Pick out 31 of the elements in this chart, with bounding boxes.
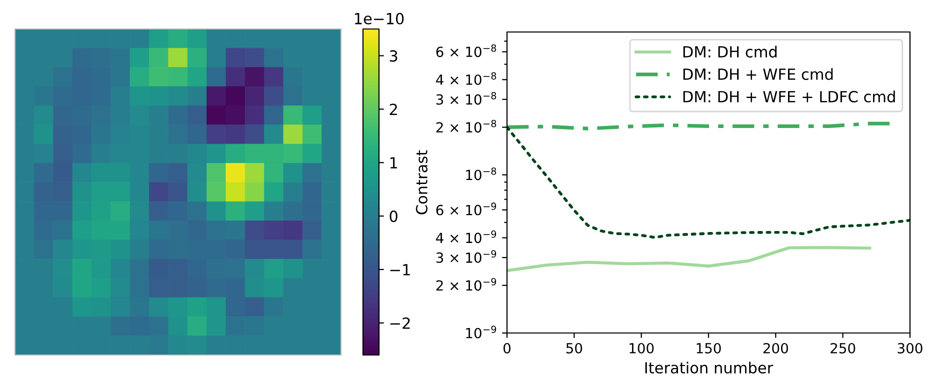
y-axis-title: Contrast [416, 150, 428, 214]
y-tick-label: 6 × 10$^{−9}$ [436, 202, 496, 216]
text: 1e−10 [354, 12, 404, 24]
y-tick-label: 3 × 10$^{−9}$ [436, 250, 496, 263]
x-tick-label: 150 [696, 342, 721, 354]
y-tick-label: 10$^{−9}$ [466, 326, 496, 338]
y-tick-label: 2 × 10$^{−9}$ [436, 278, 496, 291]
y-tick-label: 4 × 10$^{−9}$ [436, 230, 496, 244]
x-tick-label: 200 [763, 342, 788, 354]
y-tick-label: 2 × 10$^{−8}$ [436, 120, 496, 133]
color-bar-label: 1 [390, 157, 398, 168]
color-bar-label: 0 [390, 210, 398, 222]
x-axis-title: Iteration number [645, 362, 774, 374]
y-tick-label: 6 × 10$^{−8}$ [436, 44, 496, 58]
x-tick-label: 100 [630, 342, 654, 354]
line-series [507, 126, 910, 239]
legend-label: DM: DH cmd [683, 46, 777, 58]
legend-label: DM: DH + WFE cmd [683, 68, 833, 80]
color-bar-label: 3 [390, 50, 398, 62]
legend-label: DM: DH + WFE + LDFC cmd [683, 90, 895, 102]
x-tick-label: 50 [566, 342, 582, 354]
y-tick-label: 3 × 10$^{−8}$ [436, 92, 496, 105]
x-tick-label: 300 [898, 342, 922, 354]
color-bar-label: 2 [390, 104, 397, 115]
y-tick-label: 4 × 10$^{−8}$ [436, 72, 496, 85]
y-tick-label: 10$^{−8}$ [466, 167, 496, 180]
line-series [507, 246, 872, 272]
color-bar-label: −2 [390, 317, 410, 329]
color-bar-label: −1 [390, 264, 410, 276]
x-tick-label: 0 [503, 342, 510, 354]
x-tick-label: 250 [830, 342, 856, 354]
